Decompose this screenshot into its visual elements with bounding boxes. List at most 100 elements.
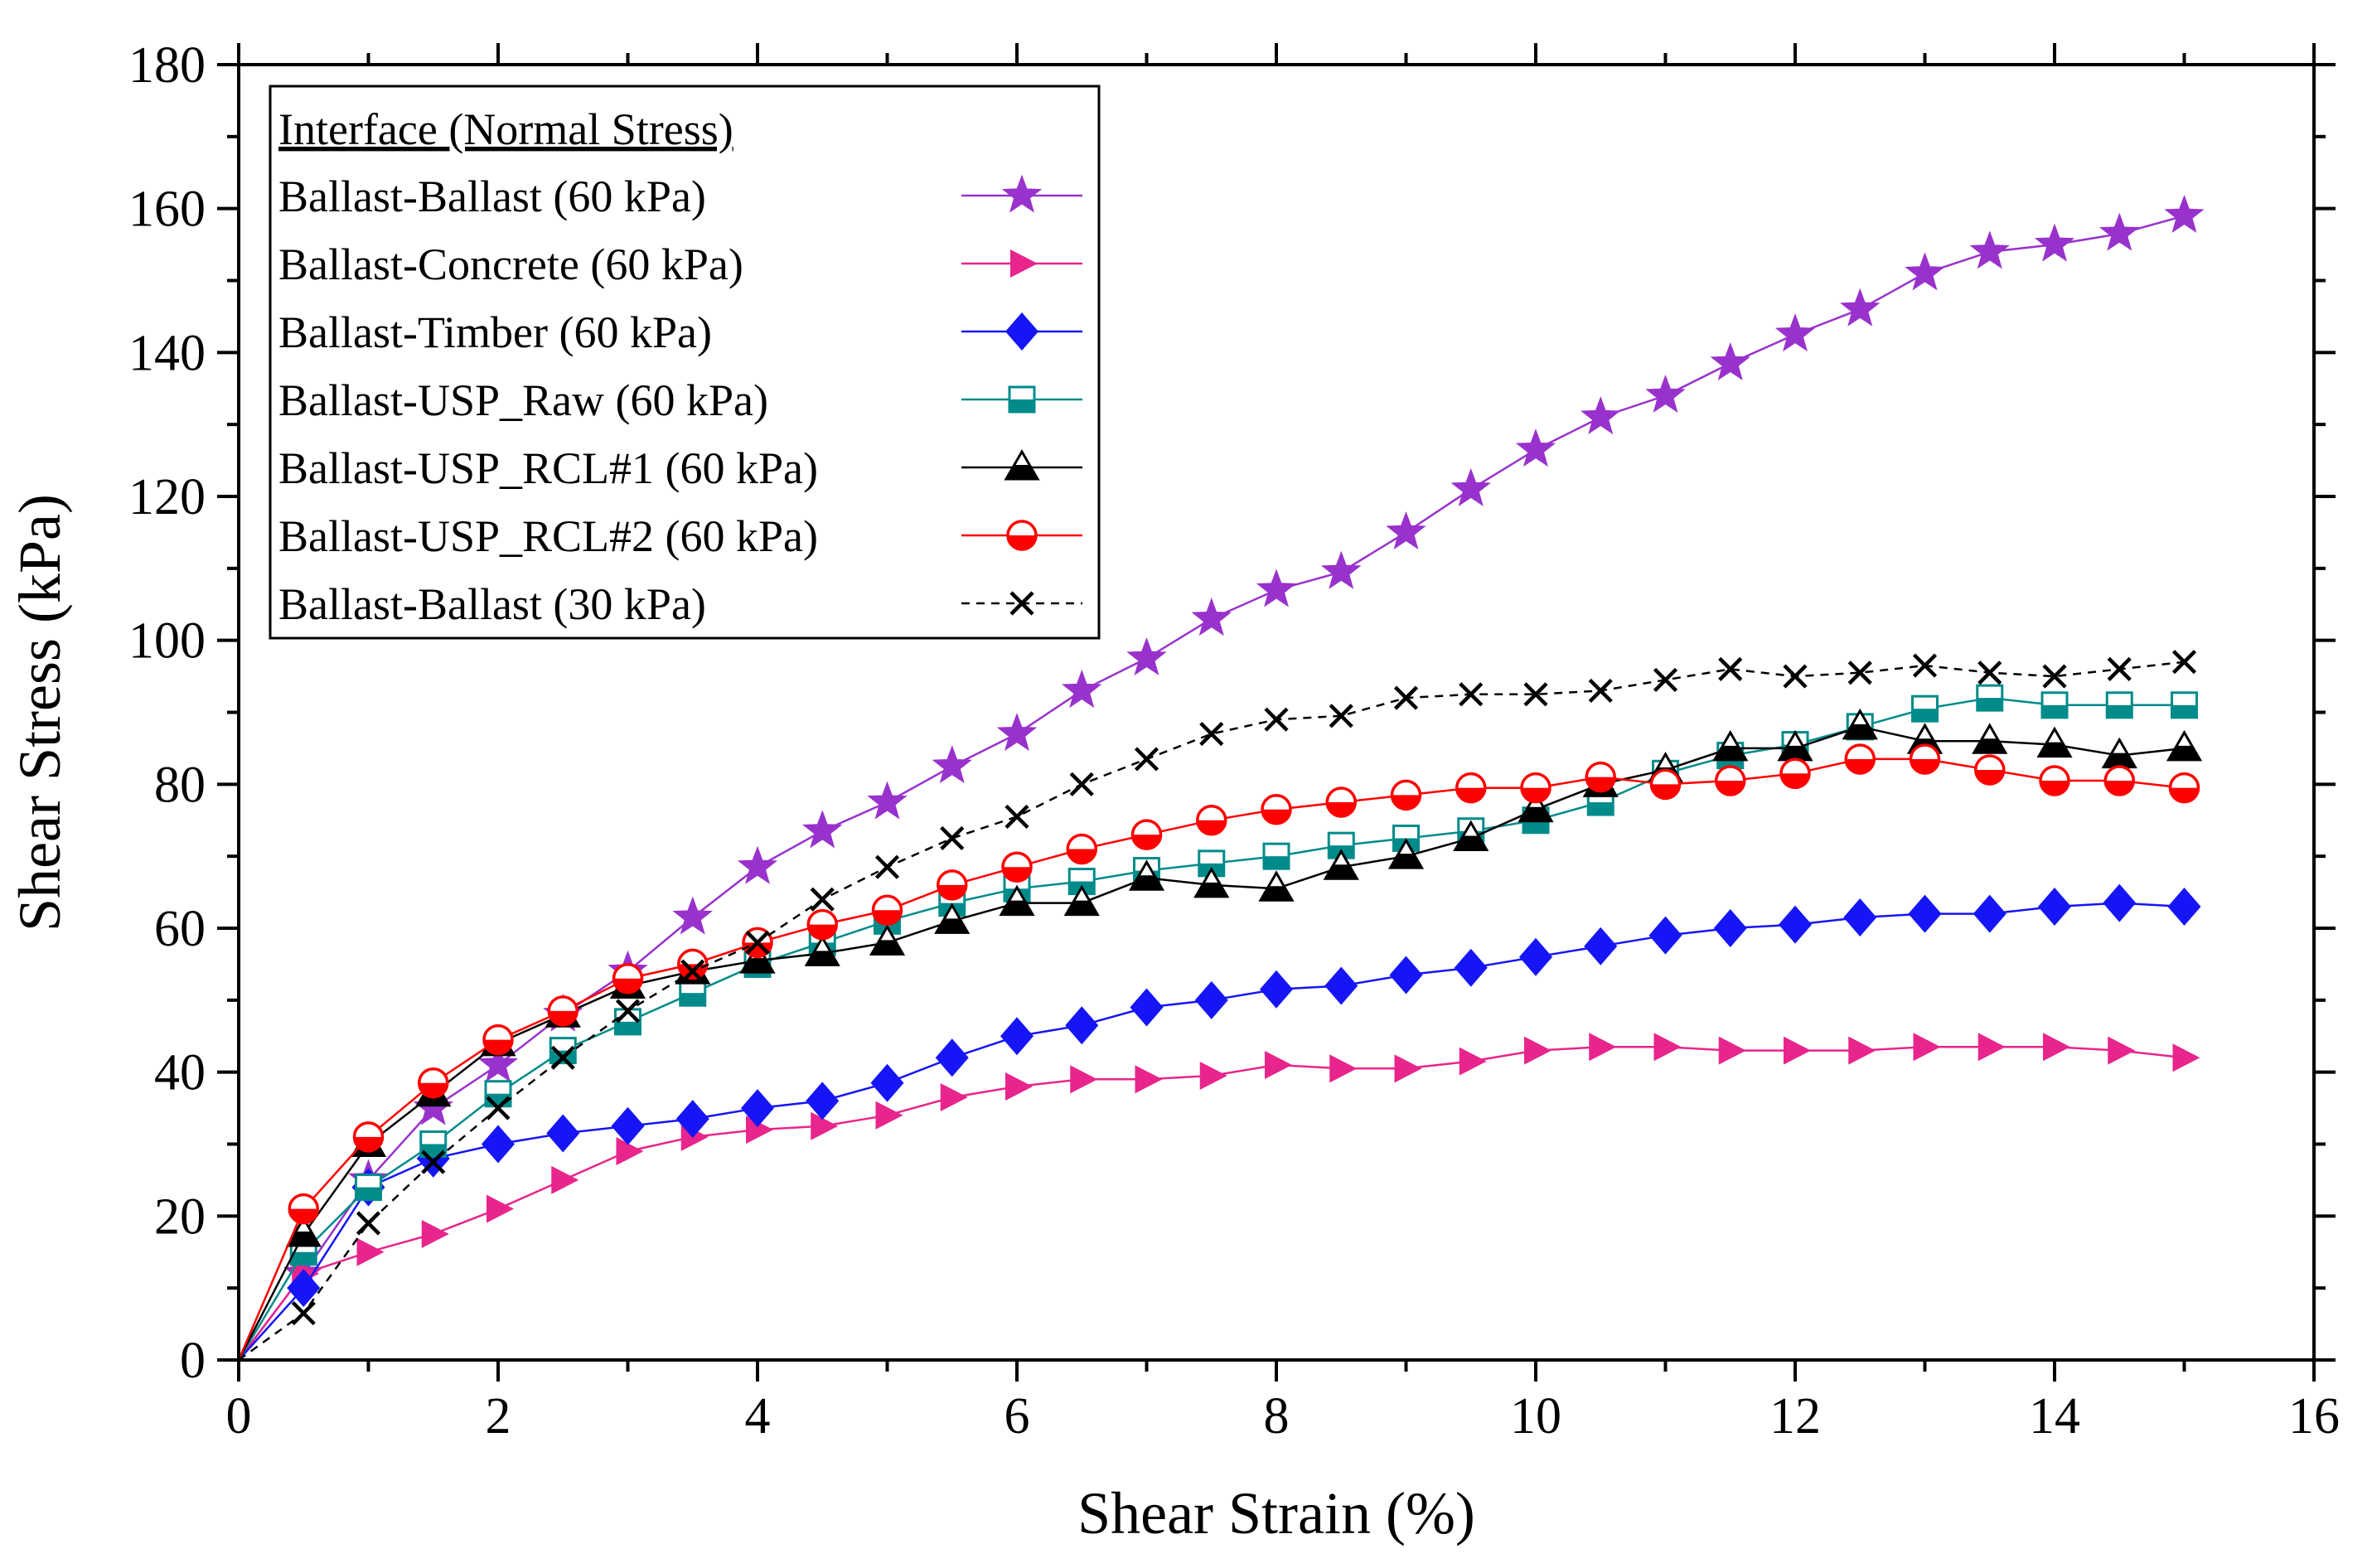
data-point [1393, 685, 1419, 710]
data-point [1524, 1036, 1551, 1065]
data-point [612, 963, 644, 995]
data-point [421, 1220, 449, 1249]
data-point [870, 1063, 904, 1102]
data-point [352, 1121, 385, 1153]
data-point [867, 781, 908, 820]
data-point [1069, 772, 1094, 796]
legend-title: Interface (Normal Stress) [278, 104, 733, 154]
data-point [741, 1089, 774, 1128]
legend-entry-ballast-concrete-60-kpa: Ballast-Concrete (60 kPa) [278, 240, 1082, 289]
data-point [1256, 569, 1297, 607]
data-point [1199, 1062, 1227, 1091]
data-point [1908, 894, 1942, 933]
data-point [1581, 396, 1621, 435]
data-point [2172, 1043, 2200, 1072]
data-point [1905, 252, 1945, 291]
data-point [421, 1149, 446, 1174]
legend-entry-ballast-usp-rcl-1-60-kpa: Ballast-USP_RCL#1 (60 kPa) [278, 443, 1082, 493]
data-point [551, 1165, 579, 1194]
data-point [1842, 708, 1878, 740]
data-point [996, 713, 1038, 752]
legend-marker [1006, 520, 1038, 551]
data-point [1194, 980, 1228, 1019]
data-point [611, 1106, 645, 1145]
data-point [1713, 909, 1747, 947]
data-point [1520, 772, 1551, 804]
data-point [1065, 1006, 1099, 1045]
data-point [487, 1194, 514, 1223]
y-tick-label: 20 [154, 1188, 206, 1245]
data-point [1126, 636, 1167, 675]
x-axis-title: Shear Strain (%) [1077, 1480, 1475, 1546]
legend-marker [1008, 385, 1036, 414]
data-point [1386, 511, 1426, 549]
data-point [937, 869, 968, 901]
data-point [1649, 768, 1682, 801]
data-point [1258, 870, 1295, 902]
legend-marker [1005, 312, 1038, 351]
data-point [1323, 849, 1359, 880]
y-tick-label: 80 [154, 757, 206, 813]
data-point [680, 959, 705, 984]
data-point [1584, 927, 1618, 965]
data-point [2166, 729, 2203, 762]
legend-marker [1004, 448, 1040, 481]
data-point [934, 903, 971, 934]
data-point [1135, 1065, 1163, 1094]
data-point [1718, 656, 1743, 681]
data-point [1969, 230, 2010, 269]
x-tick-label: 6 [1004, 1388, 1030, 1445]
y-tick-label: 60 [154, 901, 206, 957]
data-point [1912, 653, 1938, 678]
data-point [2039, 765, 2070, 796]
data-point [737, 845, 778, 884]
y-axis-title: Shear Stress (kPa) [7, 494, 73, 932]
data-point [1523, 682, 1548, 707]
data-point [675, 1100, 709, 1139]
x-tick-label: 12 [1769, 1388, 1821, 1445]
legend-label: Ballast-Timber (60 kPa) [278, 307, 712, 357]
data-point [1911, 694, 1939, 723]
x-tick-label: 8 [1264, 1388, 1290, 1445]
data-point [1005, 1072, 1033, 1101]
legend-entry-ballast-usp-rcl-2-60-kpa: Ballast-USP_RCL#2 (60 kPa) [278, 511, 1082, 561]
data-point [2105, 691, 2133, 719]
data-point [1260, 970, 1293, 1009]
data-point [355, 1174, 382, 1202]
series-line [239, 1046, 2185, 1360]
data-point [546, 1114, 580, 1153]
data-point [1264, 707, 1289, 732]
data-point [418, 1067, 449, 1099]
data-point [1390, 779, 1422, 811]
data-point [1324, 966, 1358, 1005]
data-point [1653, 667, 1678, 693]
data-point [1000, 1017, 1034, 1056]
legend: Interface (Normal Stress) Ballast-Ballas… [269, 85, 1101, 640]
legend-marker [1010, 249, 1038, 278]
y-tick-label: 140 [128, 325, 206, 381]
data-point [1004, 804, 1029, 829]
data-point [1193, 866, 1230, 898]
data-point [940, 825, 965, 851]
data-point [1589, 1033, 1617, 1062]
legend-label: Ballast-Ballast (60 kPa) [278, 172, 706, 221]
data-point [1130, 819, 1163, 850]
data-point [677, 948, 709, 980]
series-line [239, 757, 2185, 1360]
data-point [2043, 1033, 2070, 1062]
data-point [1128, 859, 1165, 891]
y-tick-label: 180 [128, 37, 206, 94]
data-point [616, 1137, 644, 1166]
legend-entry-ballast-ballast-30-kpa: Ballast-Ballast (30 kPa) [278, 579, 1082, 629]
data-point [2038, 887, 2071, 926]
data-point [1063, 884, 1100, 917]
series-layer [239, 194, 2205, 1360]
data-point [940, 1083, 968, 1112]
y-tick-label: 40 [154, 1045, 206, 1101]
data-point [289, 1238, 317, 1266]
data-point [1329, 1054, 1358, 1083]
data-point [2099, 212, 2140, 251]
data-point [1389, 956, 1423, 995]
data-point [811, 1111, 839, 1140]
